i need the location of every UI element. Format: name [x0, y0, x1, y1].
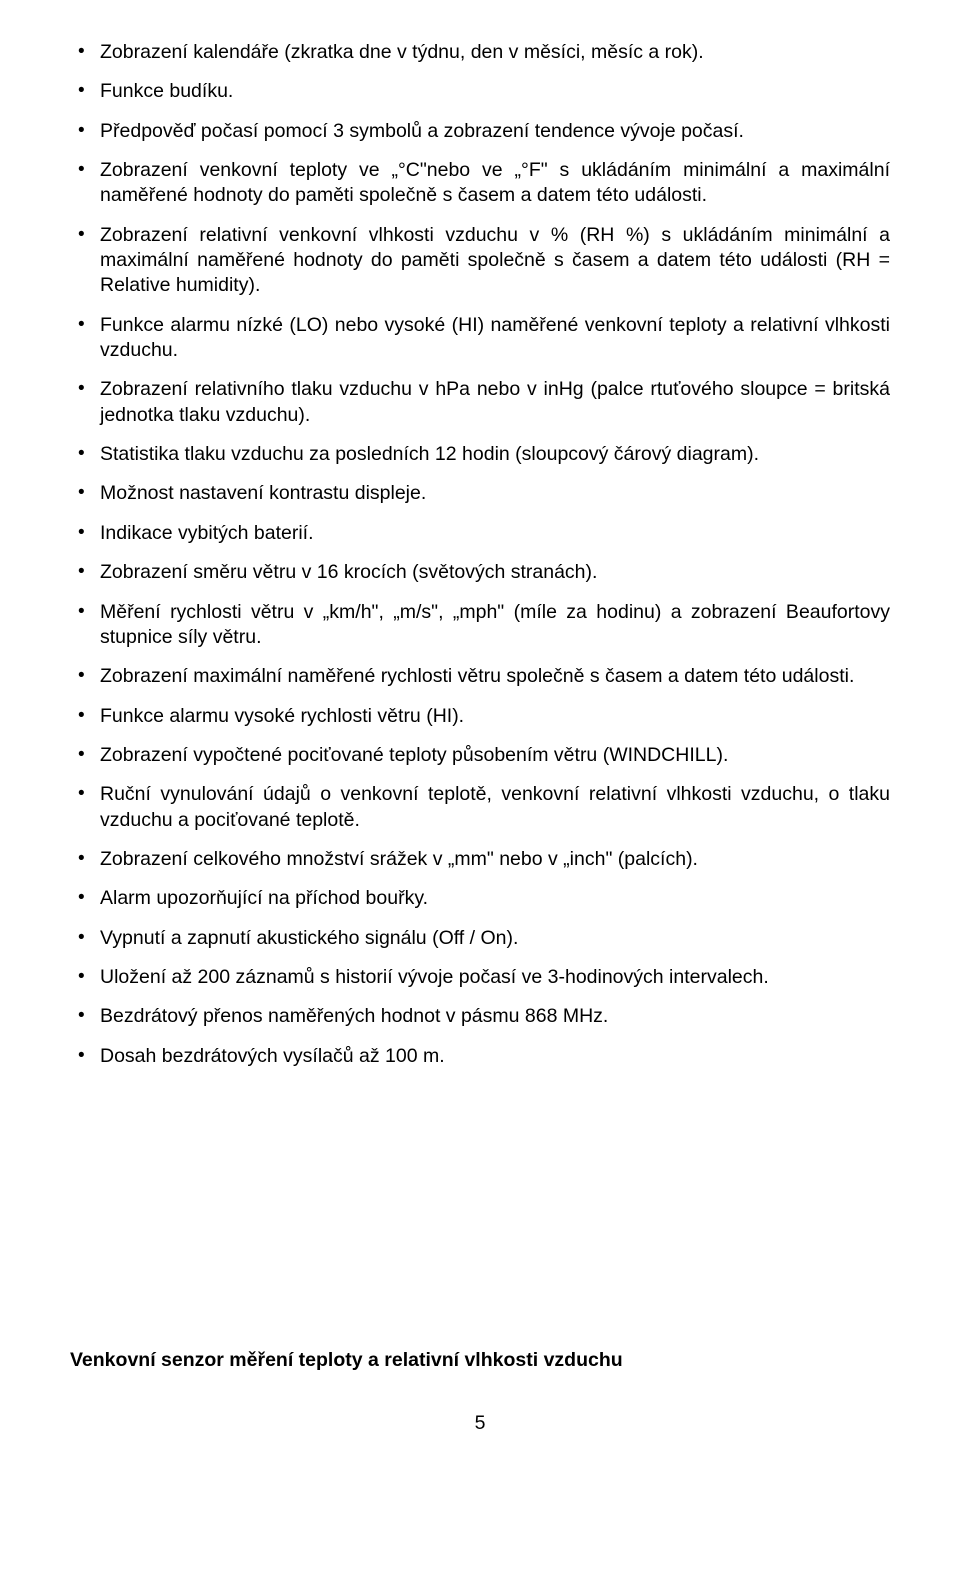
list-item: Zobrazení celkového množství srážek v „m… — [70, 847, 890, 872]
feature-list: Zobrazení kalendáře (zkratka dne v týdnu… — [70, 40, 890, 1069]
list-item: Zobrazení vypočtené pociťované teploty p… — [70, 743, 890, 768]
list-item: Zobrazení kalendáře (zkratka dne v týdnu… — [70, 40, 890, 65]
list-item: Funkce alarmu vysoké rychlosti větru (HI… — [70, 704, 890, 729]
list-item: Zobrazení relativní venkovní vlhkosti vz… — [70, 223, 890, 299]
list-item: Zobrazení relativního tlaku vzduchu v hP… — [70, 377, 890, 428]
list-item: Zobrazení směru větru v 16 krocích (svět… — [70, 560, 890, 585]
list-item: Vypnutí a zapnutí akustického signálu (O… — [70, 926, 890, 951]
list-item: Statistika tlaku vzduchu za posledních 1… — [70, 442, 890, 467]
section-heading: Venkovní senzor měření teploty a relativ… — [70, 1349, 890, 1372]
list-item: Zobrazení venkovní teploty ve „°C"nebo v… — [70, 158, 890, 209]
list-item: Funkce alarmu nízké (LO) nebo vysoké (HI… — [70, 313, 890, 364]
list-item: Zobrazení maximální naměřené rychlosti v… — [70, 664, 890, 689]
list-item: Alarm upozorňující na příchod bouřky. — [70, 886, 890, 911]
list-item: Předpověď počasí pomocí 3 symbolů a zobr… — [70, 119, 890, 144]
list-item: Indikace vybitých baterií. — [70, 521, 890, 546]
list-item: Ruční vynulování údajů o venkovní teplot… — [70, 782, 890, 833]
list-item: Dosah bezdrátových vysílačů až 100 m. — [70, 1044, 890, 1069]
list-item: Bezdrátový přenos naměřených hodnot v pá… — [70, 1004, 890, 1029]
list-item: Uložení až 200 záznamů s historií vývoje… — [70, 965, 890, 990]
page-number: 5 — [70, 1412, 890, 1435]
list-item: Měření rychlosti větru v „km/h", „m/s", … — [70, 600, 890, 651]
list-item: Možnost nastavení kontrastu displeje. — [70, 481, 890, 506]
list-item: Funkce budíku. — [70, 79, 890, 104]
